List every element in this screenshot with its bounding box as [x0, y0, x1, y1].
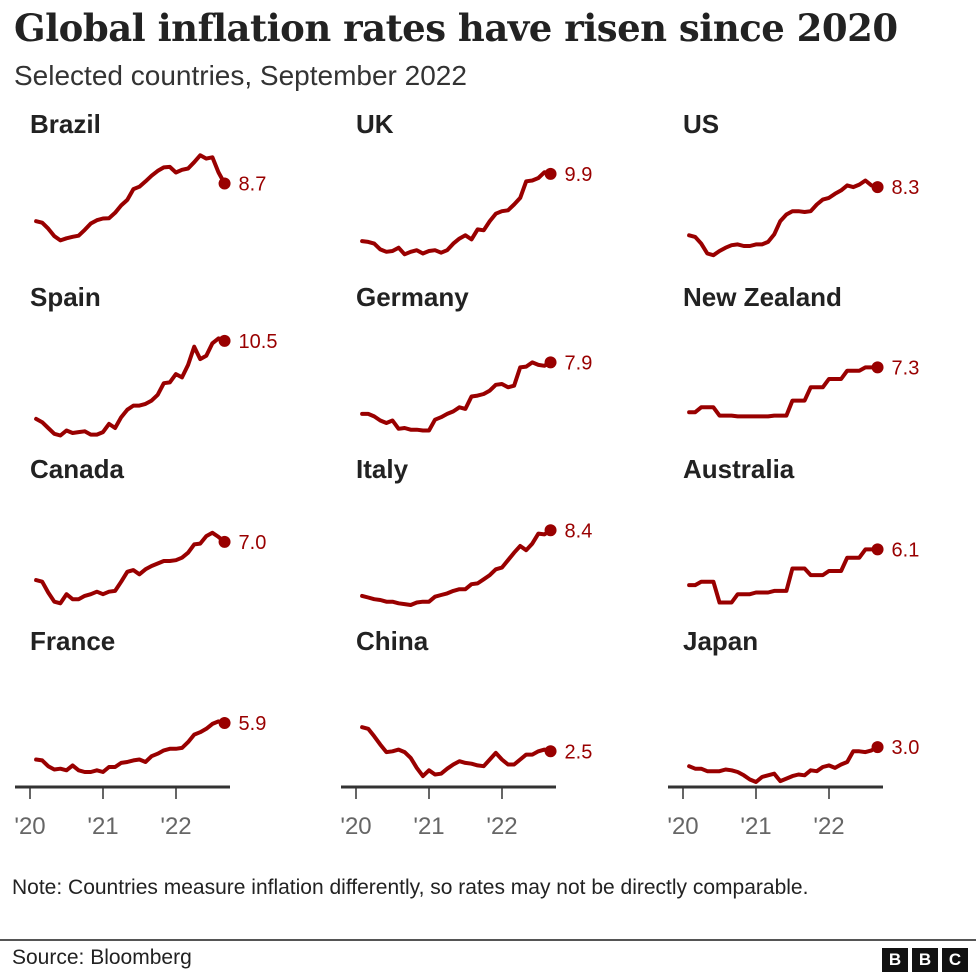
series-line — [360, 360, 553, 433]
x-tick-label: '22 — [486, 813, 517, 840]
series-line — [34, 530, 227, 606]
end-point-marker — [218, 717, 231, 730]
logo-letter: B — [882, 948, 908, 972]
panel-title: Brazil — [30, 109, 101, 139]
series-line — [34, 719, 227, 774]
value-label: 9.9 — [565, 164, 593, 186]
x-tick-label: '21 — [740, 813, 771, 840]
end-point-marker — [544, 356, 557, 369]
panel-title: Italy — [356, 454, 409, 484]
series-line — [687, 745, 880, 784]
panel-title: France — [30, 626, 115, 656]
series-line — [687, 547, 880, 605]
end-point-marker — [871, 543, 884, 556]
end-point-marker — [218, 535, 231, 548]
value-label: 3.0 — [892, 737, 920, 759]
value-label: 8.3 — [892, 177, 920, 199]
logo-letter: C — [942, 948, 968, 972]
series-line — [687, 178, 880, 258]
value-label: 2.5 — [565, 741, 593, 763]
series-line — [34, 153, 227, 243]
x-tick-label: '22 — [160, 813, 191, 840]
panel-title: Australia — [683, 454, 795, 484]
bbc-logo: B B C — [882, 948, 968, 972]
panel-title: US — [683, 109, 719, 139]
end-point-marker — [544, 745, 557, 758]
series-line — [687, 365, 880, 419]
end-point-marker — [871, 741, 884, 754]
footnote: Note: Countries measure inflation differ… — [12, 876, 809, 899]
end-point-marker — [871, 361, 884, 374]
logo-letter: B — [912, 948, 938, 972]
series-line — [360, 528, 553, 607]
chart-title: Global inflation rates have risen since … — [14, 6, 898, 50]
value-label: 8.4 — [565, 520, 593, 542]
end-point-marker — [218, 177, 231, 190]
x-tick-label: '20 — [340, 813, 371, 840]
end-point-marker — [871, 181, 884, 194]
panel-title: Canada — [30, 454, 124, 484]
panel-title: China — [356, 626, 429, 656]
panel-title: Japan — [683, 626, 758, 656]
end-point-marker — [218, 334, 231, 347]
x-tick-label: '22 — [813, 813, 844, 840]
chart-subtitle: Selected countries, September 2022 — [14, 60, 467, 91]
x-tick-label: '20 — [14, 813, 45, 840]
series-line — [360, 725, 553, 779]
value-label: 8.7 — [239, 174, 267, 196]
panel-title: Spain — [30, 282, 101, 312]
panel-title: New Zealand — [683, 282, 842, 312]
value-label: 5.9 — [239, 713, 267, 735]
panel-title: UK — [356, 109, 394, 139]
end-point-marker — [544, 524, 557, 537]
value-label: 7.9 — [565, 352, 593, 374]
value-label: 6.1 — [892, 539, 920, 561]
x-tick-label: '21 — [87, 813, 118, 840]
panel-title: Germany — [356, 282, 469, 312]
value-label: 7.3 — [892, 357, 920, 379]
end-point-marker — [544, 167, 557, 180]
value-label: 7.0 — [239, 532, 267, 554]
footer-divider — [0, 939, 976, 941]
x-tick-label: '20 — [667, 813, 698, 840]
x-tick-label: '21 — [413, 813, 444, 840]
series-line — [360, 170, 553, 257]
source-text: Source: Bloomberg — [12, 946, 192, 969]
series-line — [34, 336, 227, 438]
value-label: 10.5 — [239, 331, 278, 353]
